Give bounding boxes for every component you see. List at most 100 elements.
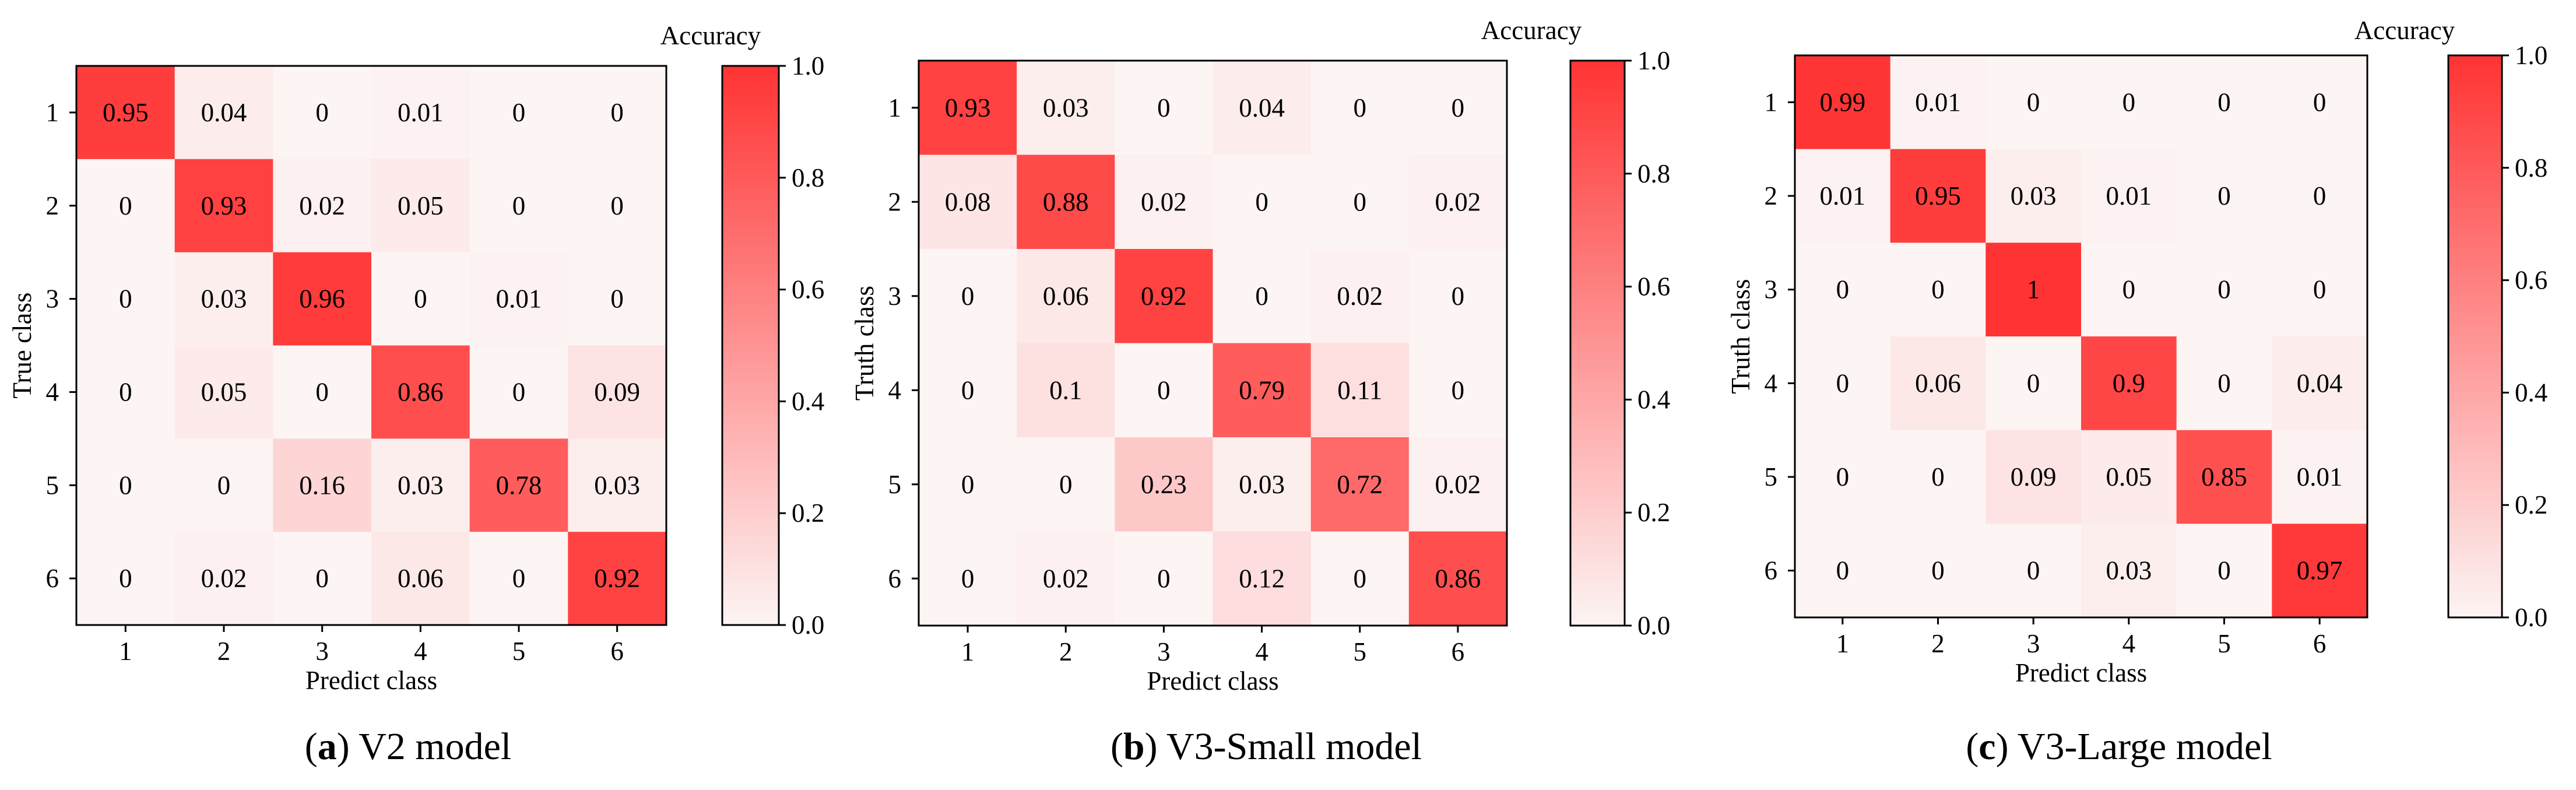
cell-value-1-5: 0 — [512, 98, 526, 127]
cell-3-2 — [1017, 249, 1115, 343]
cell-2-1 — [1795, 149, 1891, 243]
x-tick-label-3: 3 — [2027, 629, 2040, 658]
cell-value-6-5: 0 — [1354, 564, 1367, 593]
x-tick-label-2: 2 — [1931, 629, 1945, 658]
cell-value-5-2: 0 — [1931, 462, 1945, 491]
cell-value-3-2: 0.06 — [1043, 282, 1089, 311]
cell-value-4-4: 0.79 — [1239, 375, 1285, 405]
cell-value-4-1: 0 — [961, 375, 975, 405]
cell-value-3-6: 0 — [1452, 282, 1465, 311]
cell-1-4 — [371, 66, 470, 160]
cell-5-5 — [1310, 437, 1410, 532]
cell-value-4-1: 0 — [119, 377, 132, 406]
cell-value-5-3: 0.09 — [2011, 462, 2057, 491]
cell-value-6-2: 0.02 — [1043, 564, 1089, 593]
heatmap-frame — [918, 59, 1508, 627]
cell-3-3 — [1985, 243, 2082, 337]
cell-value-2-5: 0 — [2217, 181, 2231, 210]
cell-value-4-5: 0.11 — [1337, 375, 1382, 405]
cell-2-1 — [919, 155, 1017, 250]
x-tick-label-6: 6 — [1452, 637, 1465, 666]
cell-value-5-3: 0.23 — [1141, 470, 1187, 499]
cell-4-2 — [174, 345, 273, 439]
cell-3-2 — [1890, 243, 1986, 337]
cell-5-1 — [919, 437, 1017, 532]
cell-value-3-1: 0 — [119, 285, 132, 314]
cell-value-5-2: 0 — [217, 471, 231, 500]
cell-3-2 — [174, 252, 273, 346]
cell-value-3-2: 0.03 — [201, 285, 247, 314]
caption-letter: b — [1123, 725, 1145, 768]
cell-value-1-1: 0.93 — [945, 93, 991, 122]
heatmap-frame — [1794, 54, 2368, 619]
cell-1-1 — [919, 61, 1017, 155]
cell-value-6-4: 0.06 — [398, 564, 444, 593]
cell-value-6-1: 0 — [119, 564, 132, 593]
x-tick-label-4: 4 — [2122, 629, 2136, 658]
colorbar-tick-0.2: 0.2 — [1637, 498, 1670, 527]
y-tick-label-4: 4 — [888, 375, 902, 405]
colorbar-tick-1.0: 1.0 — [1637, 46, 1670, 75]
colorbar-title: Accuracy — [1481, 16, 1582, 45]
cell-value-5-1: 0 — [1836, 462, 1850, 491]
y-tick-label-2: 2 — [1765, 181, 1778, 210]
cell-6-4 — [1213, 531, 1312, 626]
cell-1-2 — [1890, 55, 1986, 150]
y-tick-label-3: 3 — [888, 282, 902, 311]
colorbar-tick-0.0: 0.0 — [792, 610, 824, 640]
cell-5-4 — [2081, 430, 2177, 524]
cell-value-4-2: 0.06 — [1915, 368, 1961, 398]
panel-caption: (b) V3-Small model — [1110, 725, 1422, 768]
cell-value-2-2: 0.95 — [1915, 181, 1961, 210]
y-tick-label-4: 4 — [1765, 368, 1778, 398]
y-tick-label-6: 6 — [888, 564, 902, 593]
cell-value-6-2: 0.02 — [201, 564, 247, 593]
cell-4-4 — [371, 345, 470, 439]
cell-value-1-1: 0.95 — [103, 98, 149, 127]
cell-3-5 — [2176, 243, 2272, 337]
caption-letter: a — [318, 725, 337, 768]
y-tick-label-5: 5 — [1765, 462, 1778, 491]
cell-3-3 — [1115, 249, 1213, 343]
cell-value-3-2: 0 — [1931, 275, 1945, 304]
cell-value-3-5: 0.01 — [496, 285, 542, 314]
cell-4-5 — [2176, 336, 2272, 431]
y-axis-title: True class — [8, 292, 37, 398]
colorbar-tick-0.4: 0.4 — [792, 387, 824, 416]
cell-4-1 — [76, 345, 175, 439]
cell-2-2 — [174, 159, 273, 253]
colorbar — [1569, 59, 1626, 627]
caption-letter: c — [1978, 725, 1995, 768]
y-tick-label-3: 3 — [46, 285, 59, 314]
colorbar-title: Accuracy — [2354, 16, 2455, 45]
cell-value-5-6: 0.01 — [2297, 462, 2343, 491]
cell-value-5-4: 0.05 — [2106, 462, 2152, 491]
cell-1-3 — [273, 66, 372, 160]
cell-value-3-4: 0 — [1255, 282, 1268, 311]
cell-5-3 — [1115, 437, 1213, 532]
heatmap-frame — [75, 65, 667, 626]
x-tick-label-5: 5 — [2217, 629, 2231, 658]
cell-4-1 — [1795, 336, 1891, 431]
cell-3-1 — [1795, 243, 1891, 337]
cell-value-5-6: 0.03 — [594, 471, 640, 500]
colorbar-tick-0.8: 0.8 — [792, 163, 824, 192]
cell-5-3 — [1985, 430, 2082, 524]
cell-5-2 — [1890, 430, 1986, 524]
caption-text: ) V3-Small model — [1145, 725, 1422, 768]
cell-2-5 — [2176, 149, 2272, 243]
cell-value-2-4: 0.01 — [2106, 181, 2152, 210]
colorbar-tick-0.4: 0.4 — [1637, 385, 1670, 414]
cell-value-3-3: 1 — [2027, 275, 2040, 304]
cell-value-1-6: 0 — [1452, 93, 1465, 122]
x-tick-label-4: 4 — [1255, 637, 1268, 666]
cell-6-6 — [2272, 524, 2368, 618]
caption-text: ) V2 model — [337, 725, 511, 768]
cell-value-2-1: 0.08 — [945, 187, 991, 216]
cell-5-6 — [1408, 437, 1507, 532]
cell-4-6 — [2272, 336, 2368, 431]
cell-6-2 — [1890, 524, 1986, 618]
cell-value-1-6: 0 — [2313, 87, 2327, 117]
cell-4-3 — [1985, 336, 2082, 431]
y-tick-label-1: 1 — [46, 98, 59, 127]
